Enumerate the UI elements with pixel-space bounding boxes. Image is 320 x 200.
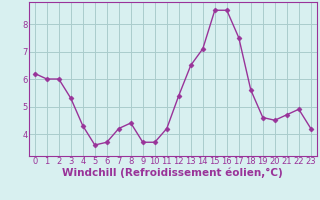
X-axis label: Windchill (Refroidissement éolien,°C): Windchill (Refroidissement éolien,°C) <box>62 168 283 178</box>
